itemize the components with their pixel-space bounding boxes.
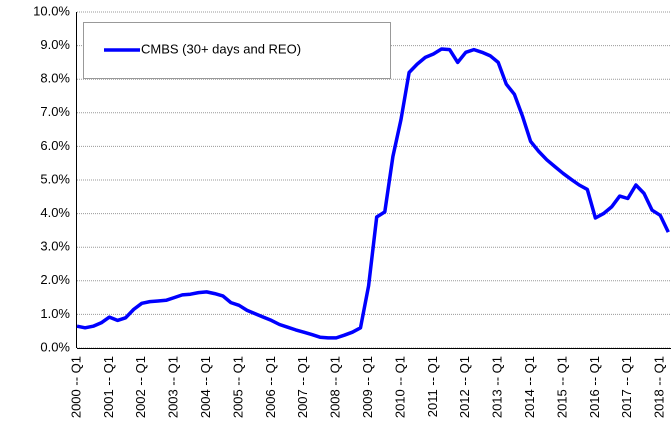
y-tick-label: 3.0% xyxy=(40,239,70,254)
y-tick-label: 7.0% xyxy=(40,104,70,119)
x-tick-label: 2001 -- Q1 xyxy=(101,356,116,418)
line-series xyxy=(76,47,670,340)
x-tick-label: 2012 -- Q1 xyxy=(457,356,472,418)
x-tick-label: 2004 -- Q1 xyxy=(198,356,213,418)
legend-label: CMBS (30+ days and REO) xyxy=(141,41,301,56)
x-tick-label: 2016 -- Q1 xyxy=(587,356,602,418)
y-tick-label: 0.0% xyxy=(40,339,70,354)
x-tick-label: 2017 -- Q1 xyxy=(619,356,634,418)
y-tick-label: 4.0% xyxy=(40,205,70,220)
x-tick-label: 2014 -- Q1 xyxy=(522,356,537,418)
y-tick-label: 1.0% xyxy=(40,306,70,321)
x-tick-label: 2007 -- Q1 xyxy=(295,356,310,418)
y-tick-label: 10.0% xyxy=(33,3,70,18)
x-tick-label: 2000 -- Q1 xyxy=(68,356,83,418)
x-tick-label: 2002 -- Q1 xyxy=(133,356,148,418)
x-tick-label: 2006 -- Q1 xyxy=(263,356,278,418)
y-tick-label: 5.0% xyxy=(40,171,70,186)
x-tick-label: 2011 -- Q1 xyxy=(425,356,440,417)
x-tick-label: 2008 -- Q1 xyxy=(328,356,343,418)
y-tick-label: 9.0% xyxy=(40,37,70,52)
x-tick-label: 2009 -- Q1 xyxy=(360,356,375,418)
y-tick-label: 6.0% xyxy=(40,138,70,153)
y-tick-label: 8.0% xyxy=(40,71,70,86)
y-tick-label: 2.0% xyxy=(40,272,70,287)
x-tick-label: 2005 -- Q1 xyxy=(230,356,245,418)
x-tick-label: 2018 -- Q1 xyxy=(652,356,667,418)
legend: CMBS (30+ days and REO) xyxy=(83,22,391,79)
x-tick-label: 2003 -- Q1 xyxy=(166,356,181,418)
x-tick-label: 2013 -- Q1 xyxy=(490,356,505,418)
x-tick-label: 2010 -- Q1 xyxy=(392,356,407,418)
x-tick-label: 2015 -- Q1 xyxy=(554,356,569,418)
